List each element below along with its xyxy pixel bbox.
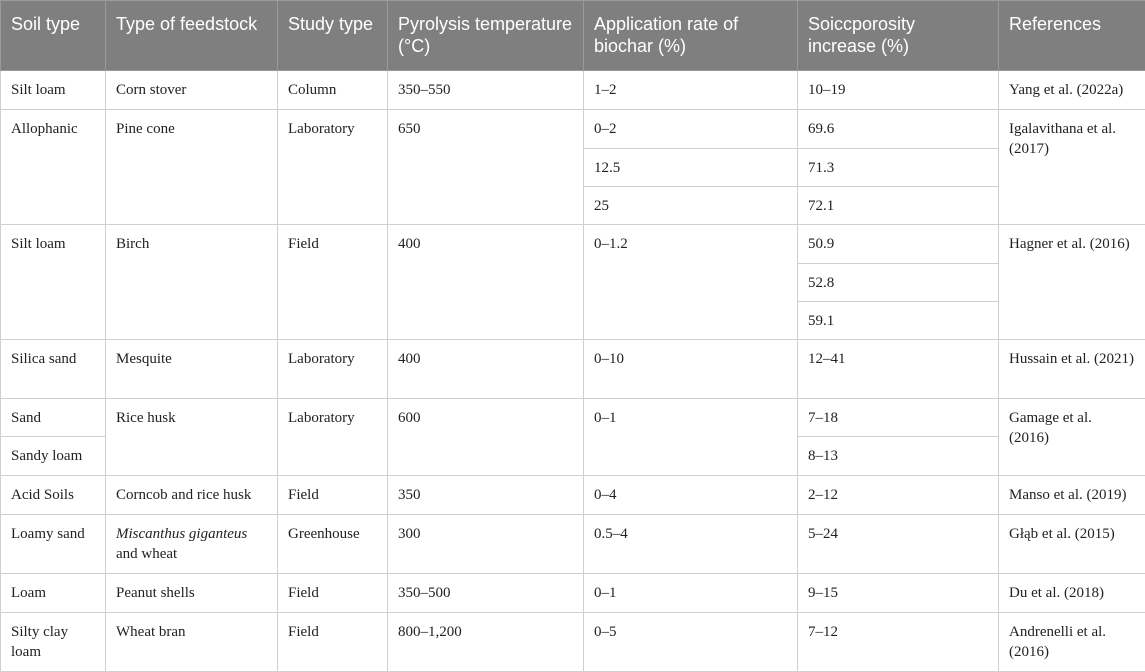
cell-study-type: Field: [277, 224, 388, 340]
table-row: Silt loam Birch Field 400 0–1.2 50.9 Hag…: [0, 224, 1145, 340]
cell-application-rate: 25: [583, 186, 798, 225]
cell-porosity-increase: 71.3: [797, 148, 999, 187]
cell-study-type: Field: [277, 612, 388, 672]
table-row: Loamy sand Miscanthus giganteus and whea…: [0, 514, 1145, 574]
table-subrow: Sandy loam 8–13: [0, 436, 1145, 476]
cell-study-type: Field: [277, 573, 388, 613]
cell-reference: Hussain et al. (2021): [998, 339, 1145, 399]
cell-porosity-increase: 59.1: [797, 301, 999, 340]
cell-porosity-increase: 12–41: [797, 339, 999, 399]
cell-feedstock: Wheat bran: [105, 612, 278, 672]
cell-porosity-increase: 69.6: [797, 109, 999, 149]
cell-pyrolysis-temperature: 800–1,200: [387, 612, 584, 672]
cell-study-type: Field: [277, 475, 388, 515]
cell-study-type: Greenhouse: [277, 514, 388, 574]
cell-application-rate: 1–2: [583, 70, 798, 110]
cell-soil-type: Silica sand: [0, 339, 106, 399]
cell-feedstock: Peanut shells: [105, 573, 278, 613]
cell-pyrolysis-temperature: 400: [387, 224, 584, 340]
cell-reference: Du et al. (2018): [998, 573, 1145, 613]
cell-pyrolysis-temperature: 650: [387, 109, 584, 225]
cell-soil-type: Sand: [0, 398, 106, 437]
table-row: Silty clay loam Wheat bran Field 800–1,2…: [0, 612, 1145, 672]
cell-study-type: Laboratory: [277, 109, 388, 225]
cell-reference: Głąb et al. (2015): [998, 514, 1145, 574]
header-soil-type: Soil type: [0, 0, 106, 71]
cell-porosity-increase: 5–24: [797, 514, 999, 574]
cell-application-rate: 0–1: [583, 573, 798, 613]
header-feedstock: Type of feedstock: [105, 0, 278, 71]
cell-application-rate: 0–4: [583, 475, 798, 515]
cell-porosity-increase: 2–12: [797, 475, 999, 515]
table-row: Silt loam Corn stover Column 350–550 1–2…: [0, 70, 1145, 110]
cell-study-type: Laboratory: [277, 339, 388, 399]
cell-reference: Yang et al. (2022a): [998, 70, 1145, 110]
table-subrow: 12.5 71.3: [1, 148, 1145, 187]
table-row: Allophanic Pine cone Laboratory 650 0–2 …: [0, 109, 1145, 225]
table-row: Acid Soils Corncob and rice husk Field 3…: [0, 475, 1145, 515]
table-row: Silica sand Mesquite Laboratory 400 0–10…: [0, 339, 1145, 399]
cell-feedstock: Pine cone: [105, 109, 278, 225]
table-subrow: 25 72.1: [1, 186, 1145, 225]
cell-porosity-increase: 10–19: [797, 70, 999, 110]
cell-study-type: Laboratory: [277, 398, 388, 476]
cell-application-rate: 0–5: [583, 612, 798, 672]
cell-porosity-increase: 72.1: [797, 186, 999, 225]
cell-reference: Gamage et al. (2016): [998, 398, 1145, 476]
cell-feedstock: Corncob and rice husk: [105, 475, 278, 515]
table-subrow: 59.1: [1, 301, 1145, 340]
cell-application-rate: 0–1.2: [583, 224, 798, 340]
cell-pyrolysis-temperature: 600: [387, 398, 584, 476]
feedstock-species-name: Miscanthus giganteus: [116, 526, 248, 542]
cell-soil-type: Silt loam: [0, 224, 106, 340]
cell-pyrolysis-temperature: 350: [387, 475, 584, 515]
cell-porosity-increase: 7–18: [797, 398, 999, 437]
cell-application-rate: 0–10: [583, 339, 798, 399]
cell-pyrolysis-temperature: 400: [387, 339, 584, 399]
cell-feedstock: Birch: [105, 224, 278, 340]
header-porosity-increase: Soiccporosity increase (%): [797, 0, 999, 71]
cell-application-rate: 12.5: [583, 148, 798, 187]
cell-soil-type: Silt loam: [0, 70, 106, 110]
cell-pyrolysis-temperature: 350–500: [387, 573, 584, 613]
header-study-type: Study type: [277, 0, 388, 71]
cell-reference: Igalavithana et al. (2017): [998, 109, 1145, 225]
cell-porosity-increase: 50.9: [797, 224, 999, 264]
cell-soil-type: Loamy sand: [0, 514, 106, 574]
cell-soil-type: Allophanic: [0, 109, 106, 225]
cell-feedstock: Miscanthus giganteus and wheat: [105, 514, 278, 574]
cell-feedstock: Mesquite: [105, 339, 278, 399]
cell-feedstock: Rice husk: [105, 398, 278, 476]
cell-soil-type: Silty clay loam: [0, 612, 106, 672]
cell-study-type: Column: [277, 70, 388, 110]
cell-reference: Hagner et al. (2016): [998, 224, 1145, 340]
cell-reference: Manso et al. (2019): [998, 475, 1145, 515]
cell-soil-type: Sandy loam: [0, 436, 106, 476]
table-header-row: Soil type Type of feedstock Study type P…: [0, 0, 1145, 71]
table-subrow: 52.8: [1, 263, 1145, 302]
table-row: Sand Rice husk Laboratory 600 0–1 7–18 G…: [0, 398, 1145, 476]
table-row: Loam Peanut shells Field 350–500 0–1 9–1…: [0, 573, 1145, 613]
cell-application-rate: 0.5–4: [583, 514, 798, 574]
header-application-rate: Application rate of biochar (%): [583, 0, 798, 71]
cell-porosity-increase: 8–13: [797, 436, 999, 476]
cell-pyrolysis-temperature: 300: [387, 514, 584, 574]
cell-porosity-increase: 7–12: [797, 612, 999, 672]
cell-porosity-increase: 9–15: [797, 573, 999, 613]
cell-soil-type: Acid Soils: [0, 475, 106, 515]
header-pyrolysis-temperature: Pyrolysis temperature (°C): [387, 0, 584, 71]
cell-reference: Andrenelli et al. (2016): [998, 612, 1145, 672]
cell-soil-type: Loam: [0, 573, 106, 613]
cell-application-rate: 0–2: [583, 109, 798, 149]
cell-pyrolysis-temperature: 350–550: [387, 70, 584, 110]
cell-porosity-increase: 52.8: [797, 263, 999, 302]
cell-feedstock: Corn stover: [105, 70, 278, 110]
feedstock-suffix: and wheat: [116, 546, 178, 562]
cell-application-rate: 0–1: [583, 398, 798, 476]
header-references: References: [998, 0, 1145, 71]
